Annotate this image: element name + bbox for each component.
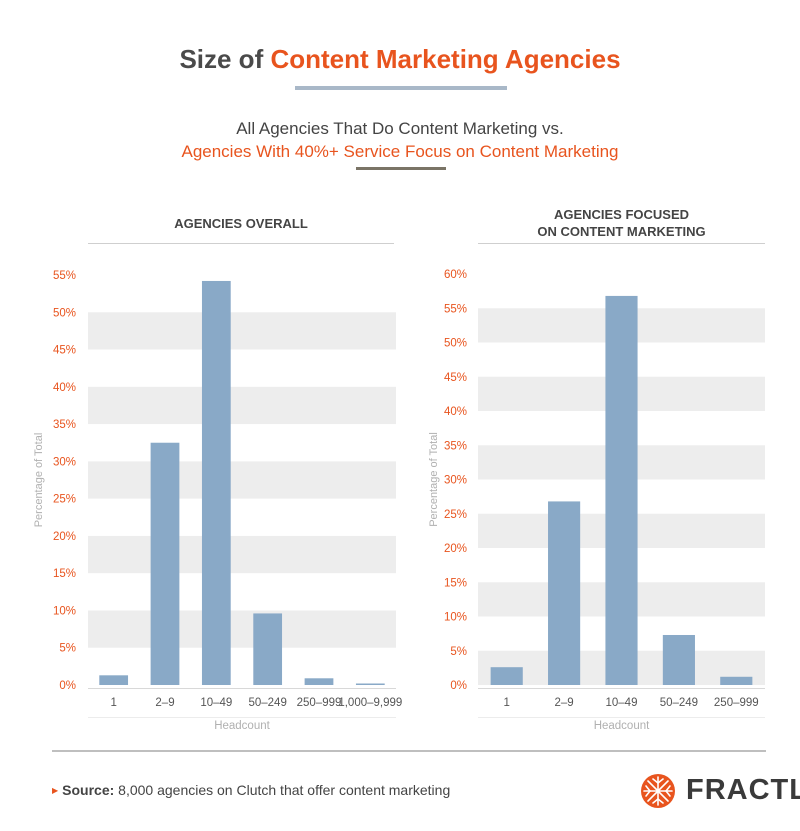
bar — [355, 683, 385, 685]
grid-band — [88, 535, 396, 574]
bar — [99, 675, 129, 685]
subtitle-line-2: Agencies With 40%+ Service Focus on Cont… — [181, 142, 619, 161]
title-prefix: Size of — [179, 44, 271, 74]
panel-title: ON CONTENT MARKETING — [537, 224, 705, 239]
source-note: ▶ Source: 8,000 agencies on Clutch that o… — [52, 782, 450, 798]
y-tick-label: 5% — [450, 646, 467, 658]
y-tick-label: 55% — [444, 303, 467, 315]
charts-canvas: AGENCIES OVERALL0%5%10%15%20%25%30%35%40… — [33, 207, 765, 732]
y-tick-label: 0% — [450, 680, 467, 692]
panel-title: AGENCIES FOCUSED — [554, 207, 689, 222]
y-tick-label: 10% — [444, 612, 467, 624]
x-tick-label: 250–999 — [297, 697, 342, 709]
x-tick-label: 2–9 — [155, 697, 174, 709]
y-tick-label: 0% — [59, 680, 76, 692]
x-tick-label: 1 — [110, 697, 116, 709]
bar — [662, 634, 695, 685]
y-tick-label: 50% — [444, 338, 467, 350]
bar — [201, 280, 231, 685]
y-tick-label: 25% — [53, 494, 76, 506]
x-axis-label: Headcount — [214, 720, 270, 732]
grid-band — [88, 610, 396, 648]
panel-title-rule — [478, 243, 765, 244]
x-label-rule — [88, 717, 396, 718]
bar — [490, 667, 523, 685]
y-tick-label: 55% — [53, 270, 76, 282]
y-tick-label: 20% — [53, 531, 76, 543]
source-label: Source: — [62, 782, 115, 798]
y-axis-label: Percentage of Total — [428, 432, 440, 527]
y-tick-label: 60% — [444, 269, 467, 281]
y-tick-label: 25% — [444, 509, 467, 521]
x-tick-label: 1 — [503, 697, 509, 709]
y-tick-label: 15% — [444, 577, 467, 589]
y-tick-label: 35% — [444, 440, 467, 452]
grid-band — [88, 461, 396, 499]
x-tick-label: 50–249 — [248, 697, 286, 709]
source-text: 8,000 agencies on Clutch that offer cont… — [114, 782, 451, 798]
y-tick-label: 35% — [53, 419, 76, 431]
x-tick-label: 10–49 — [606, 697, 638, 709]
footer-divider — [52, 750, 766, 752]
grid-band — [88, 386, 396, 425]
x-axis-rule — [478, 688, 765, 689]
x-tick-label: 10–49 — [200, 697, 232, 709]
brand-name: FRACTL — [686, 774, 800, 806]
x-axis-label: Headcount — [594, 720, 650, 732]
y-tick-label: 40% — [444, 406, 467, 418]
source-bullet-icon: ▶ — [52, 786, 59, 795]
bar — [548, 501, 581, 685]
x-tick-label: 2–9 — [555, 697, 574, 709]
x-tick-label: 50–249 — [660, 697, 698, 709]
bar — [253, 613, 283, 685]
y-tick-label: 20% — [444, 543, 467, 555]
subtitle-underline — [356, 167, 446, 170]
y-tick-label: 10% — [53, 605, 76, 617]
y-tick-label: 50% — [53, 307, 76, 319]
y-tick-label: 5% — [59, 643, 76, 655]
y-tick-label: 30% — [53, 456, 76, 468]
title-accent: Content Marketing Agencies — [270, 44, 621, 74]
bar — [720, 676, 753, 685]
bar — [304, 678, 334, 685]
title-underline — [295, 86, 507, 90]
y-axis-label: Percentage of Total — [33, 433, 45, 528]
x-tick-label: 1,000–9,999 — [338, 697, 402, 709]
x-label-rule — [478, 717, 765, 718]
grid-band — [88, 312, 396, 350]
y-tick-label: 30% — [444, 475, 467, 487]
panel-title-rule — [88, 243, 394, 244]
y-tick-label: 45% — [444, 372, 467, 384]
fractl-logo-icon — [641, 774, 675, 808]
x-tick-label: 250–999 — [714, 697, 759, 709]
panel-title: AGENCIES OVERALL — [174, 216, 308, 231]
chart-title: Size of Content Marketing Agencies — [0, 44, 800, 75]
bar — [150, 442, 180, 685]
y-tick-label: 15% — [53, 568, 76, 580]
bar — [605, 295, 638, 685]
subtitle-line-1: All Agencies That Do Content Marketing v… — [236, 119, 564, 138]
x-axis-rule — [88, 688, 396, 689]
y-tick-label: 40% — [53, 382, 76, 394]
y-tick-label: 45% — [53, 345, 76, 357]
